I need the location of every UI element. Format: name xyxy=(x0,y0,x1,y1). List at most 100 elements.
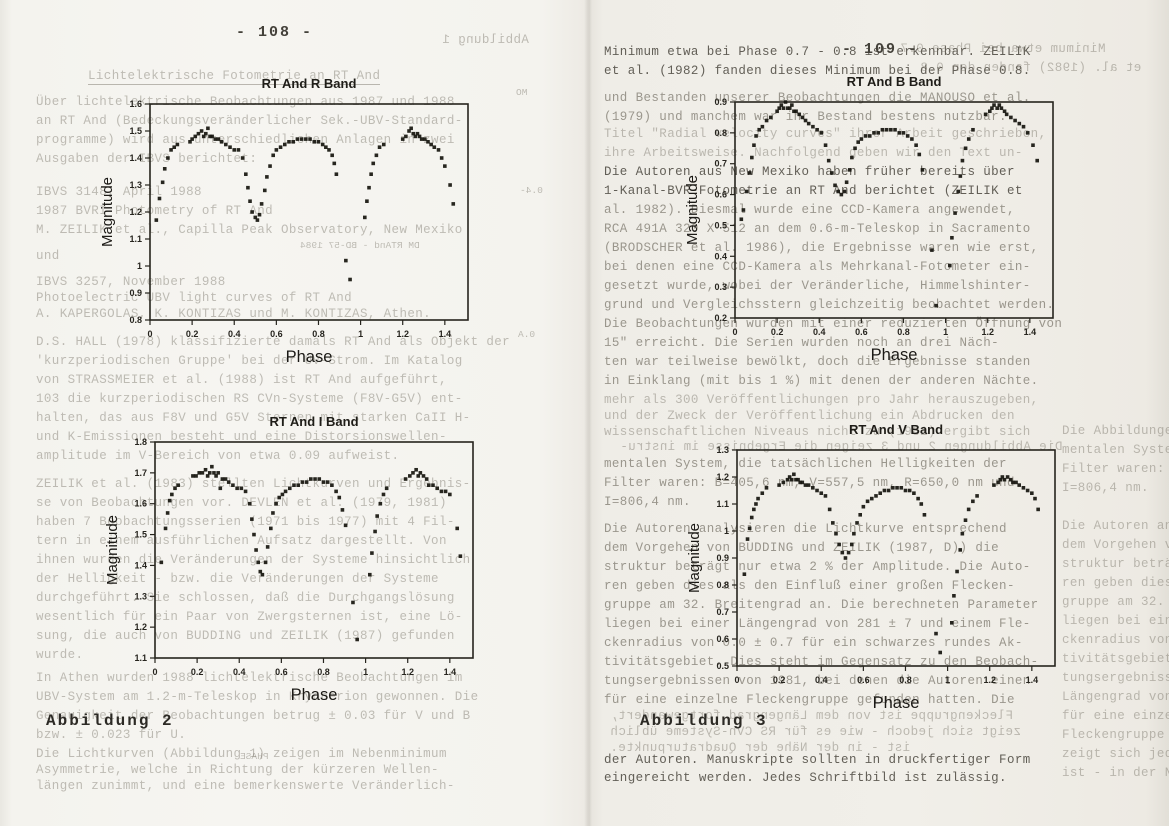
x-tick-label: 0.2 xyxy=(191,667,204,677)
scatter-plot-svg: RT And V Band 0 0.2 0.4 0.6 0.8 1 1.2 1.4 0.5 0.6 0… xyxy=(686,422,1056,712)
x-tick-label: 1.2 xyxy=(983,675,996,685)
x-axis-label: Phase xyxy=(871,346,918,364)
bleed-text-line: 'kurzperiodischen Gruppe' bei der UV-Str… xyxy=(36,354,463,368)
figure-caption-left: Abbildung 2 xyxy=(46,712,174,730)
bleed-text-line: Über lichtelektrische Beobachtungen aus … xyxy=(36,95,455,109)
bleed-text-line: und K-Emissionen besteht und eine Distor… xyxy=(36,430,447,444)
x-tick-label: 0.2 xyxy=(773,675,786,685)
y-tick-label: 1.5 xyxy=(134,530,147,540)
y-axis-label: Magnitude xyxy=(99,177,116,247)
bleed-text-line: Filter waren: B=405,6 nm, V=557,5 nm, R=… xyxy=(604,476,1015,490)
bleed-text-line: Die Lichtkurven (Abbildung 1) zeigen im … xyxy=(36,747,447,761)
bleed-text-line: PHASE xyxy=(240,751,269,762)
x-tick-label: 0 xyxy=(147,329,152,339)
page-number-left: - 108 - xyxy=(236,24,314,41)
y-tick-label: 1 xyxy=(137,261,142,271)
bleed-text-line: dem Vorgehen von BUDD xyxy=(1062,538,1169,552)
bleed-text-line: UBV-System am 1.2-m-Teleskop in Kryoneri… xyxy=(36,690,479,704)
y-tick-label: 0.5 xyxy=(716,661,729,671)
x-tick-label: 0.4 xyxy=(813,327,826,337)
y-tick-label: 0.9 xyxy=(716,553,729,563)
x-tick-label: 1.2 xyxy=(981,327,994,337)
x-tick-label: 0 xyxy=(732,327,737,337)
y-tick-label: 1.5 xyxy=(129,126,142,136)
bleed-text-line: al. 1982). Diesmal wurde eine CCD-Kamera… xyxy=(604,203,1015,217)
bleed-text-line: tivitätsgebiet. Dies xyxy=(1062,652,1169,666)
bleed-text-line: IBVS 3148, April 1988 xyxy=(36,185,202,199)
bleed-text-line: längen zunimmt, und eine bemerkenswerte … xyxy=(36,779,455,793)
y-tick-label: 1.1 xyxy=(716,499,729,509)
bleed-text-line: eingereicht werden. Jedes Schriftbild is… xyxy=(604,771,1007,785)
bleed-text-line: Photoelectric UBV light curves of RT And xyxy=(36,291,353,305)
data-points xyxy=(739,100,1040,308)
data-points xyxy=(742,472,1040,655)
bleed-text-line: gesetzt wurde, wobei der Veränderliche, … xyxy=(604,279,1031,293)
bleed-text-line: wesentlich für ein Paar von Zwergsternen… xyxy=(36,610,463,624)
x-tick-label: 0.6 xyxy=(857,675,870,685)
bleed-text-line: 0.4- xyxy=(520,185,543,196)
bleed-text-line: tern in einem ausführlichen Aufsatz darg… xyxy=(36,534,447,548)
y-tick-label: 0.7 xyxy=(716,607,729,617)
bleed-text-line: 15" erreicht. Die Serien wurden noch an … xyxy=(604,336,1000,350)
page-right-background xyxy=(589,0,1169,826)
bleed-text-line: Die Autoren analysieren die Lichtkurve e… xyxy=(604,522,1007,536)
y-tick-label: 1.3 xyxy=(129,180,142,190)
bleed-text-line: Minimum etwa bei Phase 0.7 - 0.8 ist erk… xyxy=(604,45,1031,59)
bleed-text-line: M. ZEILIK et al., Capilla Peak Observato… xyxy=(36,223,463,237)
x-tick-label: 0.8 xyxy=(312,329,325,339)
bleed-text-line: Filter waren: B=405,6 xyxy=(1062,462,1165,476)
bleed-text-line: sung, die auch von BUDDING und ZEILIK (1… xyxy=(36,629,455,643)
bleed-text-line: IBVS 3257, November 1988 xyxy=(36,275,226,289)
bleed-text-line: liegen bei einer Län xyxy=(1062,614,1169,628)
bleed-text-line: struktur beträgt nur xyxy=(1062,557,1169,571)
bleed-text-line: halten, das aus F8V und G5V Sternen mit … xyxy=(36,411,471,425)
x-tick-label: 1.2 xyxy=(401,667,414,677)
bleed-text-line: I=806,4 nm. xyxy=(1062,481,1149,495)
bleed-text-line: mentalen System, die tatsächlichen Helli… xyxy=(604,457,1007,471)
bleed-text-line: mehr als 300 Veröffentlichungen pro Jahr… xyxy=(604,393,1039,407)
bleed-text-line: ckenradius von 0.0 ± 0.7 für ein schwarz… xyxy=(604,636,1023,650)
x-tick-label: 0.2 xyxy=(186,329,199,339)
x-tick-label: 0 xyxy=(152,667,157,677)
bleed-text-line: Die Abbildungen 2 und xyxy=(1062,424,1169,438)
x-tick-label: 0.4 xyxy=(228,329,241,339)
x-tick-label: 0.4 xyxy=(815,675,828,685)
bleed-text-line: tungsergebnissen von 1981, bei denen die… xyxy=(604,674,1031,688)
x-tick-label: 1.2 xyxy=(396,329,409,339)
y-tick-label: 0.6 xyxy=(716,634,729,644)
bleed-text-line: mentalen System, die xyxy=(1062,443,1169,457)
y-axis-label: Magnitude xyxy=(684,175,701,245)
y-tick-label: 0.8 xyxy=(129,315,142,325)
y-tick-label: 1.8 xyxy=(134,437,147,447)
bleed-text-line: se von Beobachtungen vor. DEVLEN et al. … xyxy=(36,496,447,510)
chart-title: RT And V Band xyxy=(849,422,943,437)
bleed-text-line: durchgeführt. Sie schlossen, daß die Dur… xyxy=(36,591,455,605)
bleed-text-line: und Bestanden unserer Beobachtungen die … xyxy=(604,91,1031,105)
bleed-text-line: für eine einzelne Fleckengruppe gefunden… xyxy=(604,693,1015,707)
y-tick-label: 1 xyxy=(724,526,729,536)
bleed-text-line: zeigt sich jedoch - xyxy=(1062,747,1169,761)
x-tick-label: 1 xyxy=(945,675,950,685)
bleed-text-line: ren geben dies als den Einfluß einer gro… xyxy=(604,579,1015,593)
x-tick-label: 0.8 xyxy=(899,675,912,685)
bleed-text-line: der Autoren. Manuskripte sollten in druc… xyxy=(604,753,1031,767)
bleed-text-line: et al. (1982) fanden dieses Minimum bei … xyxy=(604,64,1031,78)
y-tick-label: 0.3 xyxy=(714,282,727,292)
bleed-text-line: A.0 xyxy=(518,329,536,340)
y-tick-label: 0.6 xyxy=(714,190,727,200)
bleed-text-line: wissenschaftlichen Niveaus nicht zu (198… xyxy=(604,425,1031,439)
bleed-text-line: (BRODSCHER et al. 1986), die Ergebnisse … xyxy=(604,241,1039,255)
y-axis-label: Magnitude xyxy=(104,515,121,585)
y-tick-label: 1.2 xyxy=(716,472,729,482)
bleed-text-line: dem Vorgehen von BUDDING und ZEILIK (198… xyxy=(604,541,1000,555)
bleed-text-line: amplitude im V-Bereich von etwa 0.09 auf… xyxy=(36,449,400,463)
y-tick-label: 0.5 xyxy=(714,220,727,230)
bleed-text-line: ihnen wurden die Veränderungen der Syste… xyxy=(36,553,471,567)
bleed-text-line: für eine einzelne Fl xyxy=(1062,709,1169,723)
bleed-text-line: Ausgaben der IBVS berichtet: xyxy=(36,152,258,166)
x-axis-label: Phase xyxy=(286,348,333,366)
y-tick-label: 0.9 xyxy=(129,288,142,298)
scatter-plot-svg: RT And I Band 0 0.2 0.4 0.6 0.8 1 1.2 1.4 1.1 1.2 1… xyxy=(104,414,474,704)
bleed-text-line: Längengrad von 20 ± xyxy=(1062,690,1169,704)
